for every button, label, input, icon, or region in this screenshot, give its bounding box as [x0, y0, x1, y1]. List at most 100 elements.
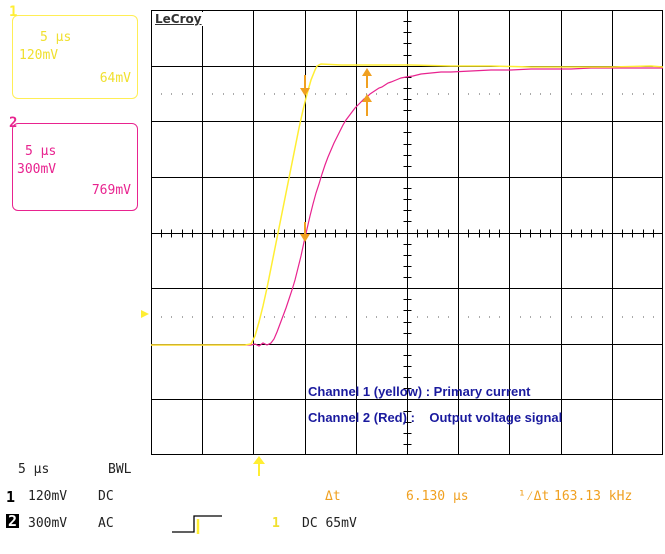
status-inv-delta-t-value: 163.13 kHz — [554, 489, 633, 504]
grid-dot — [397, 316, 398, 318]
grid-dot — [366, 93, 367, 95]
grid-dot — [366, 316, 367, 318]
annotation-channel2: Channel 2 (Red) : Output voltage signal — [308, 410, 563, 425]
grid-dot — [530, 93, 531, 95]
channel2-volts-per-div: 300mV — [17, 162, 57, 177]
grid-dot — [346, 316, 347, 318]
grid-dot — [427, 93, 428, 95]
grid-dot — [171, 316, 172, 318]
trigger-edge-icon[interactable] — [172, 512, 224, 536]
grid-dot — [376, 93, 377, 95]
channel1-trace — [151, 63, 663, 346]
grid-dot — [325, 93, 326, 95]
grid-dot — [530, 316, 531, 318]
grid-dot — [212, 93, 213, 95]
grid-dot — [438, 93, 439, 95]
graticule-dots — [161, 93, 654, 318]
grid-dot — [212, 316, 213, 318]
channel1-info-box[interactable]: 1 5 µs 120mV 64mV — [9, 5, 138, 99]
status-ch2-label: 2 — [6, 512, 20, 530]
status-delta-t-value: 6.130 µs — [406, 489, 469, 504]
grid-dot — [417, 316, 418, 318]
status-inv-delta-t-label: ¹⁄Δt — [518, 489, 550, 504]
grid-dot — [448, 93, 449, 95]
grid-dot — [499, 93, 500, 95]
grid-dot — [581, 316, 582, 318]
grid-dot — [591, 316, 592, 318]
status-timebase[interactable]: 5 µs — [18, 462, 50, 477]
grid-dot — [335, 93, 336, 95]
grid-dot — [182, 93, 183, 95]
grid-dot — [643, 93, 644, 95]
waveform-display — [151, 10, 663, 455]
grid-dot — [346, 93, 347, 95]
status-ch2-vdiv[interactable]: 300mV — [28, 516, 68, 531]
trigger-position-marker-icon[interactable] — [252, 456, 266, 476]
grid-dot — [427, 316, 428, 318]
channel2-timebase: 5 µs — [25, 144, 57, 159]
cursor-arrow-icon[interactable] — [300, 75, 310, 96]
channel1-timebase: 5 µs — [40, 30, 72, 45]
channel1-level-marker-icon[interactable] — [141, 309, 151, 319]
status-ch1-label: 1 — [6, 488, 16, 506]
channel2-info-box[interactable]: 2 5 µs 300mV 769mV — [9, 116, 138, 211]
grid-dot — [448, 316, 449, 318]
grid-dot — [417, 93, 418, 95]
oscilloscope-screen[interactable]: LeCroy Channel 1 (yellow) : Primary curr… — [151, 10, 663, 455]
grid-dot — [223, 93, 224, 95]
channel2-trace — [151, 67, 663, 347]
grid-dot — [479, 316, 480, 318]
grid-dot — [520, 93, 521, 95]
grid-dot — [274, 93, 275, 95]
status-ch1-vdiv[interactable]: 120mV — [28, 489, 68, 504]
grid-dot — [387, 93, 388, 95]
status-ch2-coupling[interactable]: AC — [98, 516, 114, 531]
status-delta-t-label: Δt — [325, 489, 341, 504]
grid-dot — [284, 316, 285, 318]
channel1-volts-per-div: 120mV — [19, 48, 59, 63]
grid-dot — [243, 93, 244, 95]
status-trigger-setting[interactable]: DC 65mV — [302, 516, 357, 531]
grid-dot — [632, 316, 633, 318]
grid-dot — [540, 93, 541, 95]
cursor-arrow-icon[interactable] — [300, 222, 310, 242]
grid-dot — [468, 316, 469, 318]
grid-dot — [653, 93, 654, 95]
channel1-offset: 64mV — [99, 71, 131, 86]
grid-dot — [550, 316, 551, 318]
grid-dot — [264, 93, 265, 95]
grid-dot — [520, 316, 521, 318]
grid-dot — [233, 316, 234, 318]
grid-dot — [315, 316, 316, 318]
status-trigger-source[interactable]: 1 — [272, 516, 280, 531]
lecroy-logo: LeCroy — [153, 12, 204, 26]
grid-dot — [489, 93, 490, 95]
grid-dot — [632, 93, 633, 95]
status-ch1-coupling[interactable]: DC — [98, 489, 114, 504]
grid-dot — [243, 316, 244, 318]
grid-dot — [550, 93, 551, 95]
grid-dot — [387, 316, 388, 318]
annotation-channel1: Channel 1 (yellow) : Primary current — [308, 384, 531, 399]
channel2-offset: 769mV — [91, 183, 131, 198]
grid-dot — [192, 316, 193, 318]
grid-dot — [489, 316, 490, 318]
cursor-arrow-icon[interactable] — [362, 68, 372, 88]
graticule-center-ticks — [161, 21, 654, 445]
grid-dot — [264, 316, 265, 318]
grid-dot — [192, 93, 193, 95]
grid-dot — [591, 93, 592, 95]
grid-dot — [602, 316, 603, 318]
grid-dot — [468, 93, 469, 95]
grid-dot — [294, 316, 295, 318]
grid-dot — [499, 316, 500, 318]
grid-dot — [571, 93, 572, 95]
grid-dot — [653, 316, 654, 318]
grid-dot — [438, 316, 439, 318]
grid-dot — [479, 93, 480, 95]
grid-dot — [161, 316, 162, 318]
grid-dot — [376, 316, 377, 318]
status-bwl[interactable]: BWL — [108, 462, 132, 477]
cursor-arrow-icon[interactable] — [362, 94, 372, 116]
grid-dot — [274, 316, 275, 318]
